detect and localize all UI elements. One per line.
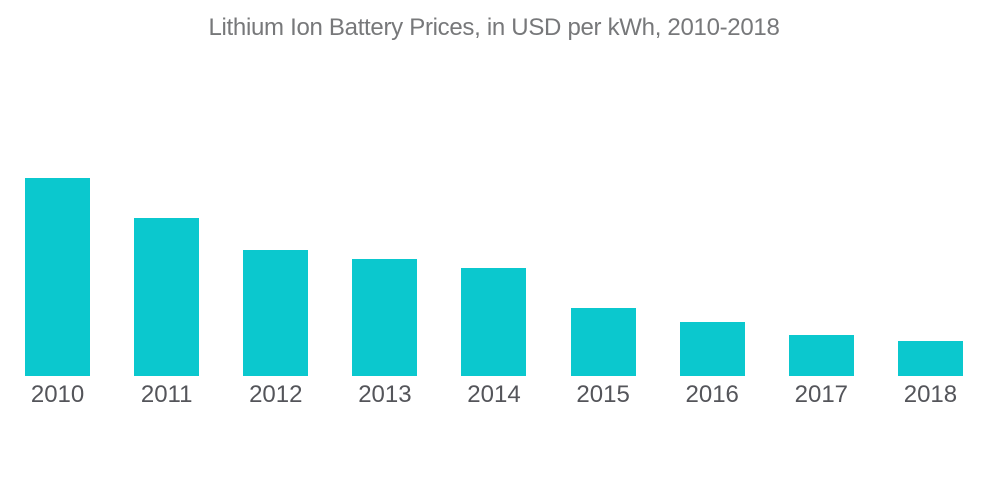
bar-2015 xyxy=(570,308,636,376)
plot-area xyxy=(3,178,985,376)
bar-2014 xyxy=(461,268,527,376)
x-tick-label-2013: 2013 xyxy=(358,381,412,408)
bar-slot-2014 xyxy=(439,268,548,376)
bar-slot-2012 xyxy=(221,250,330,376)
bar-2012 xyxy=(243,250,309,376)
chart-title: Lithium Ion Battery Prices, in USD per k… xyxy=(208,14,780,41)
bar-2013 xyxy=(352,259,418,376)
bar-2017 xyxy=(788,335,854,376)
x-tick-label-2018: 2018 xyxy=(903,381,958,408)
bar-2018 xyxy=(897,341,963,376)
bar-slot-2015 xyxy=(549,308,658,376)
bar-slot-2010 xyxy=(3,178,112,376)
bar-2011 xyxy=(134,218,200,376)
x-tick-label-2011: 2011 xyxy=(140,381,193,408)
bar-slot-2011 xyxy=(112,218,221,376)
x-tick-label-2012: 2012 xyxy=(249,381,303,408)
x-axis-labels: 2010 2011 2012 2013 2014 2015 2016 2017 2018 xyxy=(3,382,985,408)
x-tick-label-2010: 2010 xyxy=(30,381,85,408)
x-tick-label-2017: 2017 xyxy=(794,381,849,408)
bar-2016 xyxy=(679,322,745,376)
bar-slot-2017 xyxy=(767,335,876,376)
bar-2010 xyxy=(25,178,91,376)
x-tick-label-2016: 2016 xyxy=(685,381,739,408)
x-tick-label-2014: 2014 xyxy=(467,381,521,408)
bar-slot-2016 xyxy=(658,322,767,376)
x-tick-label-2015: 2015 xyxy=(576,381,630,408)
bar-slot-2018 xyxy=(876,341,985,376)
bar-slot-2013 xyxy=(330,259,439,376)
